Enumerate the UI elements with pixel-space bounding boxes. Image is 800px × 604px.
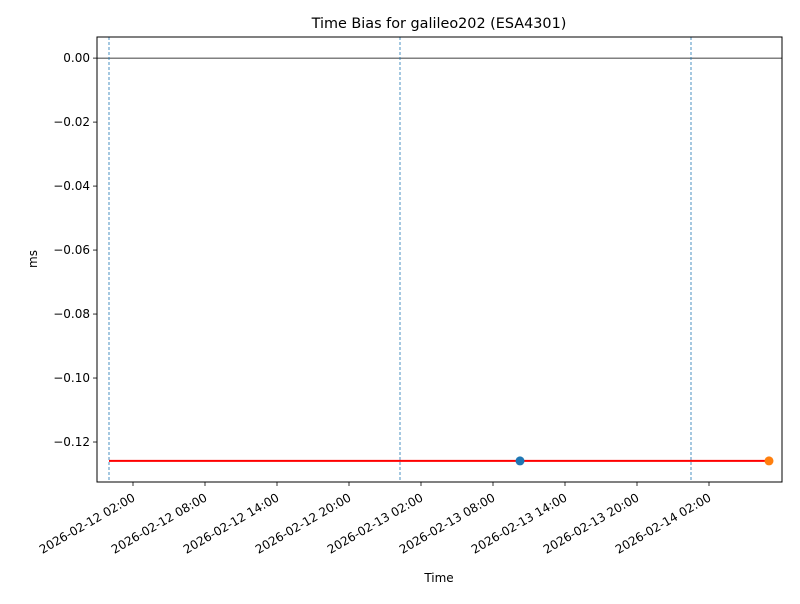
chart-title: Time Bias for galileo202 (ESA4301) xyxy=(311,16,567,32)
y-tick-label: −0.04 xyxy=(53,179,90,193)
data-point-2 xyxy=(764,456,774,466)
y-tick-label: −0.02 xyxy=(53,115,90,129)
y-tick-label: −0.12 xyxy=(53,435,90,449)
data-point-1 xyxy=(515,456,525,466)
y-tick-label: −0.06 xyxy=(53,243,90,257)
plot-frame xyxy=(96,36,783,483)
y-tick-label: 0.00 xyxy=(63,51,90,65)
y-tick-label: −0.08 xyxy=(53,307,90,321)
y-axis-label: ms xyxy=(26,250,40,268)
y-tick-label: −0.10 xyxy=(53,371,90,385)
x-axis-label: Time xyxy=(423,571,453,585)
